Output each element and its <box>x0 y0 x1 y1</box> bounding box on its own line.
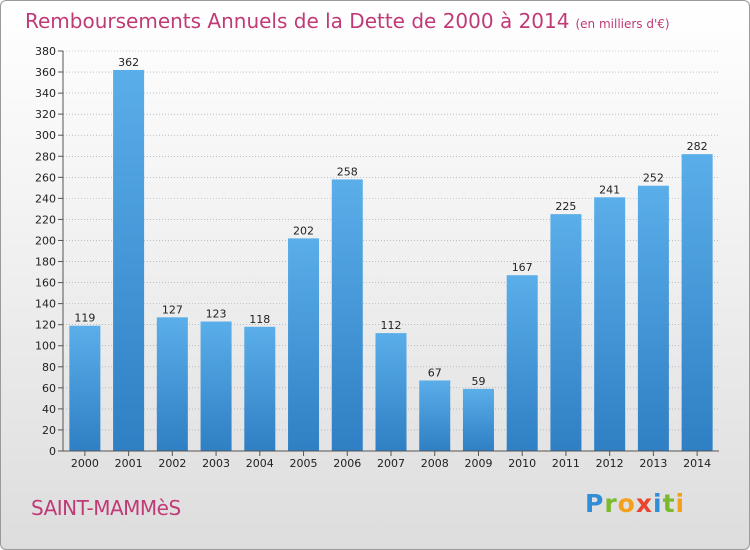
y-tick-label: 240 <box>35 192 56 205</box>
value-label-2002: 127 <box>162 303 183 316</box>
value-label-2010: 167 <box>512 261 533 274</box>
value-label-2001: 362 <box>118 56 139 69</box>
value-label-2000: 119 <box>74 312 95 325</box>
x-tick-label-2009: 2009 <box>464 457 492 470</box>
y-tick-label: 340 <box>35 87 56 100</box>
proxiti-logo: Proxiti <box>585 489 685 518</box>
value-label-2011: 225 <box>555 200 576 213</box>
x-tick-label-2013: 2013 <box>639 457 667 470</box>
x-tick-label-2002: 2002 <box>158 457 186 470</box>
x-tick-label-2004: 2004 <box>246 457 274 470</box>
y-tick-label: 0 <box>49 445 56 458</box>
bar-2001 <box>113 69 145 452</box>
axes: 0 20 40 60 80 100 120 140 160 180 200 220 240 260 280 3… <box>35 45 719 470</box>
y-tick-label: 200 <box>35 234 56 247</box>
bar-2011 <box>550 214 582 451</box>
y-tick-label: 180 <box>35 256 56 269</box>
logo-letter: r <box>604 489 618 518</box>
logo-letter: i <box>653 489 663 518</box>
logo-letter: t <box>662 489 676 518</box>
y-tick-label: 300 <box>35 129 56 142</box>
y-tick-label: 60 <box>42 382 56 395</box>
y-tick-label: 20 <box>42 424 56 437</box>
y-tick-label: 360 <box>35 66 56 79</box>
bar-2012 <box>594 197 626 451</box>
value-label-2013: 252 <box>643 172 664 185</box>
bar-2006 <box>331 179 363 451</box>
x-tick-label-2012: 2012 <box>596 457 624 470</box>
logo-letter: o <box>617 489 636 518</box>
y-tick-label: 40 <box>42 403 56 416</box>
town-name: SAINT-MAMMèS <box>31 496 181 520</box>
bar-2002 <box>156 317 188 451</box>
bar-2014 <box>681 154 713 451</box>
value-label-2006: 258 <box>337 165 358 178</box>
value-label-2014: 282 <box>687 140 708 153</box>
x-tick-label-2010: 2010 <box>508 457 536 470</box>
y-tick-label: 220 <box>35 213 56 226</box>
bar-2007 <box>375 333 407 451</box>
value-label-2007: 112 <box>381 319 402 332</box>
value-label-2003: 123 <box>206 308 227 321</box>
y-tick-label: 320 <box>35 108 56 121</box>
bar-2003 <box>200 321 232 451</box>
bar-2005 <box>288 238 320 451</box>
logo-letter: x <box>635 489 653 518</box>
chart-title-text: Remboursements Annuels de la Dette de 20… <box>25 9 570 33</box>
value-label-2012: 241 <box>599 183 620 196</box>
y-tick-label: 140 <box>35 298 56 311</box>
bar-2004 <box>244 326 276 451</box>
x-tick-label-2008: 2008 <box>421 457 449 470</box>
value-label-2005: 202 <box>293 224 314 237</box>
bars: 119 362 127 123 118 202 258 112 67 59 167 225 241 252… <box>69 56 713 452</box>
x-tick-label-2007: 2007 <box>377 457 405 470</box>
bar-2013 <box>637 185 669 451</box>
bar-2009 <box>462 388 494 451</box>
y-tick-label: 280 <box>35 150 56 163</box>
bar-2008 <box>419 380 451 451</box>
value-label-2009: 59 <box>471 375 485 388</box>
bar-2000 <box>69 325 101 451</box>
y-tick-label: 260 <box>35 171 56 184</box>
chart-title: Remboursements Annuels de la Dette de 20… <box>25 9 670 33</box>
y-tick-label: 80 <box>42 361 56 374</box>
x-tick-label-2006: 2006 <box>333 457 361 470</box>
value-label-2004: 118 <box>249 313 270 326</box>
x-tick-label-2011: 2011 <box>552 457 580 470</box>
logo-letter: P <box>585 489 605 518</box>
chart-subtitle: (en milliers d'€) <box>575 17 670 31</box>
x-tick-label-2014: 2014 <box>683 457 711 470</box>
bar-2010 <box>506 275 538 451</box>
x-tick-label-2005: 2005 <box>290 457 318 470</box>
x-tick-label-2000: 2000 <box>71 457 99 470</box>
y-tick-label: 120 <box>35 319 56 332</box>
x-tick-label-2001: 2001 <box>115 457 143 470</box>
x-tick-label-2003: 2003 <box>202 457 230 470</box>
y-tick-label: 160 <box>35 277 56 290</box>
y-tick-label: 380 <box>35 45 56 58</box>
y-tick-label: 100 <box>35 340 56 353</box>
value-label-2008: 67 <box>428 366 442 379</box>
logo-letter: i <box>675 489 686 518</box>
